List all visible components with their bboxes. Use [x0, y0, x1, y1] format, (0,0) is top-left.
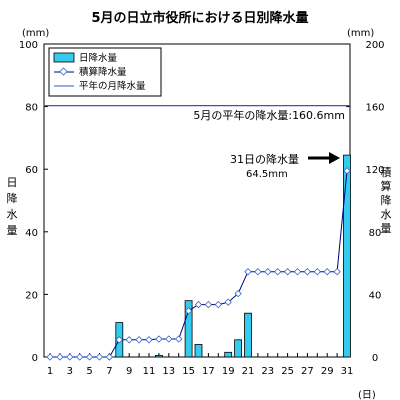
legend-bar-swatch — [53, 52, 75, 63]
cumulative-marker — [244, 268, 252, 276]
x-tick-label: 1 — [47, 366, 53, 377]
cumulative-marker — [254, 268, 262, 276]
daily-bar — [224, 351, 233, 358]
cumulative-marker — [274, 268, 282, 276]
legend-line-marker — [59, 67, 68, 76]
cumulative-marker — [46, 353, 54, 361]
cumulative-marker — [283, 268, 292, 276]
x-tick-label: 17 — [202, 366, 215, 377]
svg-text:積算降水量: 積算降水量 — [381, 165, 392, 235]
cumulative-marker — [313, 268, 321, 276]
normal-monthly-label: 5月の平年の降水量:160.6mm — [193, 108, 345, 122]
right-axis-title: 積算降水量 — [381, 165, 392, 235]
legend: 日降水量 積算降水量 平年の月降水量 — [48, 47, 162, 97]
cumulative-marker — [135, 336, 143, 344]
x-tick-label: 19 — [222, 366, 235, 377]
right-tick-label: 0 — [372, 353, 378, 364]
cumulative-marker — [125, 336, 133, 344]
cumulative-marker — [175, 335, 183, 343]
x-tick-label: 13 — [162, 366, 175, 377]
x-tick-label: 9 — [126, 366, 132, 377]
day31-value: 64.5mm — [246, 169, 288, 180]
left-tick-label: 60 — [25, 165, 38, 176]
x-tick-label: 5 — [86, 366, 92, 377]
daily-bar — [154, 355, 163, 358]
chart-title: 5月の日立市役所における日別降水量 — [91, 10, 308, 26]
right-axis-ticks: 0 40 80 120 160 200 — [346, 40, 385, 364]
left-tick-label: 100 — [19, 40, 38, 51]
cumulative-marker — [85, 353, 94, 361]
legend-bar-label: 日降水量 — [79, 52, 118, 64]
cumulative-marker — [303, 268, 312, 276]
cumulative-marker — [145, 336, 153, 344]
cumulative-marker — [66, 353, 74, 361]
daily-bars — [115, 154, 351, 358]
daily-bar — [343, 154, 351, 358]
daily-bar — [184, 300, 193, 358]
cumulative-marker — [115, 336, 123, 344]
cumulative-marker — [155, 335, 163, 343]
x-tick-label: 29 — [321, 366, 334, 377]
right-tick-label: 160 — [365, 103, 384, 114]
x-tick-label: 15 — [182, 366, 195, 377]
cumulative-marker — [234, 289, 242, 298]
cumulative-marker — [56, 353, 64, 361]
cumulative-marker — [264, 268, 272, 276]
daily-bar — [234, 339, 243, 358]
left-tick-label: 20 — [25, 290, 38, 301]
cumulative-marker — [204, 300, 213, 309]
right-tick-label: 200 — [365, 40, 384, 51]
cumulative-marker — [194, 300, 203, 309]
x-tick-label: 25 — [281, 366, 294, 377]
cumulative-marker — [95, 353, 104, 361]
cumulative-marker — [224, 298, 232, 306]
right-tick-label: 120 — [365, 165, 384, 176]
cumulative-marker — [105, 353, 114, 361]
left-tick-label: 40 — [25, 228, 38, 239]
daily-bar — [244, 312, 252, 358]
cumulative-marker — [184, 307, 193, 315]
right-tick-label: 80 — [369, 228, 382, 239]
x-tick-label: 7 — [106, 366, 112, 377]
x-tick-label: 31 — [341, 366, 354, 377]
legend-normal-label: 平年の月降水量 — [79, 80, 146, 92]
day31-arrow-head — [329, 152, 340, 164]
cumulative-markers — [46, 167, 351, 361]
svg-text:日降水量: 日降水量 — [7, 176, 18, 237]
cumulative-marker — [293, 268, 302, 276]
left-axis-title: 日降水量 — [7, 176, 18, 237]
day31-label: 31日の降水量 — [230, 152, 299, 166]
left-tick-label: 0 — [32, 353, 38, 364]
x-tick-label: 27 — [301, 366, 314, 377]
x-axis-unit: (日) — [358, 390, 376, 400]
cumulative-marker — [333, 268, 341, 276]
right-tick-label: 40 — [369, 290, 382, 301]
right-axis-unit: (mm) — [347, 28, 374, 39]
x-tick-label: 23 — [261, 366, 274, 377]
left-axis-unit: (mm) — [22, 28, 49, 39]
cumulative-marker — [323, 268, 331, 276]
cumulative-marker — [165, 335, 173, 343]
x-tick-label: 21 — [242, 366, 255, 377]
x-tick-label: 3 — [67, 366, 73, 377]
daily-bar — [194, 344, 203, 358]
cumulative-marker — [343, 167, 351, 175]
legend-line-label: 積算降水量 — [79, 66, 127, 78]
x-tick-label: 11 — [143, 366, 156, 377]
cumulative-line — [50, 170, 348, 358]
left-tick-label: 80 — [25, 103, 38, 114]
cumulative-marker — [76, 353, 84, 361]
cumulative-marker — [214, 300, 222, 309]
